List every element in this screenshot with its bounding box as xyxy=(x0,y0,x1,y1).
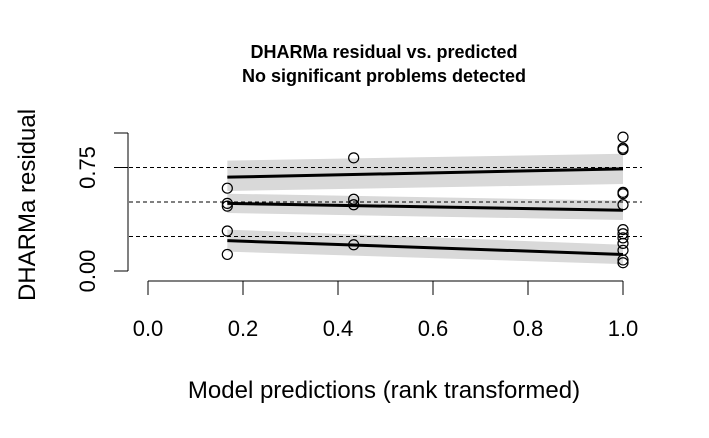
data-point xyxy=(617,131,629,143)
plot-area: 0.0 0.2 0.4 0.6 0.8 1.0 0.00 0.75 xyxy=(75,131,642,341)
data-point xyxy=(348,199,360,211)
data-point xyxy=(221,200,233,212)
data-point xyxy=(617,257,629,269)
chart-title: DHARMa residual vs. predicted xyxy=(250,42,517,62)
x-tick-label: 0.0 xyxy=(133,316,164,341)
x-tick-label: 0.4 xyxy=(323,316,354,341)
x-tick-label: 1.0 xyxy=(608,316,639,341)
chart-subtitle: No significant problems detected xyxy=(242,66,526,86)
data-point xyxy=(617,188,629,200)
data-point xyxy=(221,225,233,237)
y-tick-label: 0.75 xyxy=(75,146,100,189)
data-point xyxy=(617,143,629,156)
quantile-fit-line-0.5 xyxy=(227,201,624,212)
data-point xyxy=(617,232,629,244)
data-point xyxy=(221,182,233,194)
data-point xyxy=(617,254,629,266)
data-point xyxy=(348,193,360,205)
data-point xyxy=(617,224,629,236)
data-point xyxy=(617,199,629,211)
y-axis-label: DHARMa residual xyxy=(14,109,41,301)
x-tick-label: 0.2 xyxy=(228,316,259,341)
quantile-fit-line-0.25 xyxy=(227,239,624,256)
x-axis-label: Model predictions (rank transformed) xyxy=(188,377,580,404)
data-point xyxy=(617,237,629,249)
y-tick-label: 0.00 xyxy=(75,250,100,293)
data-point xyxy=(348,152,360,164)
x-tick-label: 0.6 xyxy=(418,316,449,341)
quantile-fit-line-0.75 xyxy=(227,167,624,179)
data-point xyxy=(221,248,233,261)
data-point xyxy=(221,197,233,209)
data-point xyxy=(348,239,360,251)
x-tick-label: 0.8 xyxy=(513,316,544,341)
